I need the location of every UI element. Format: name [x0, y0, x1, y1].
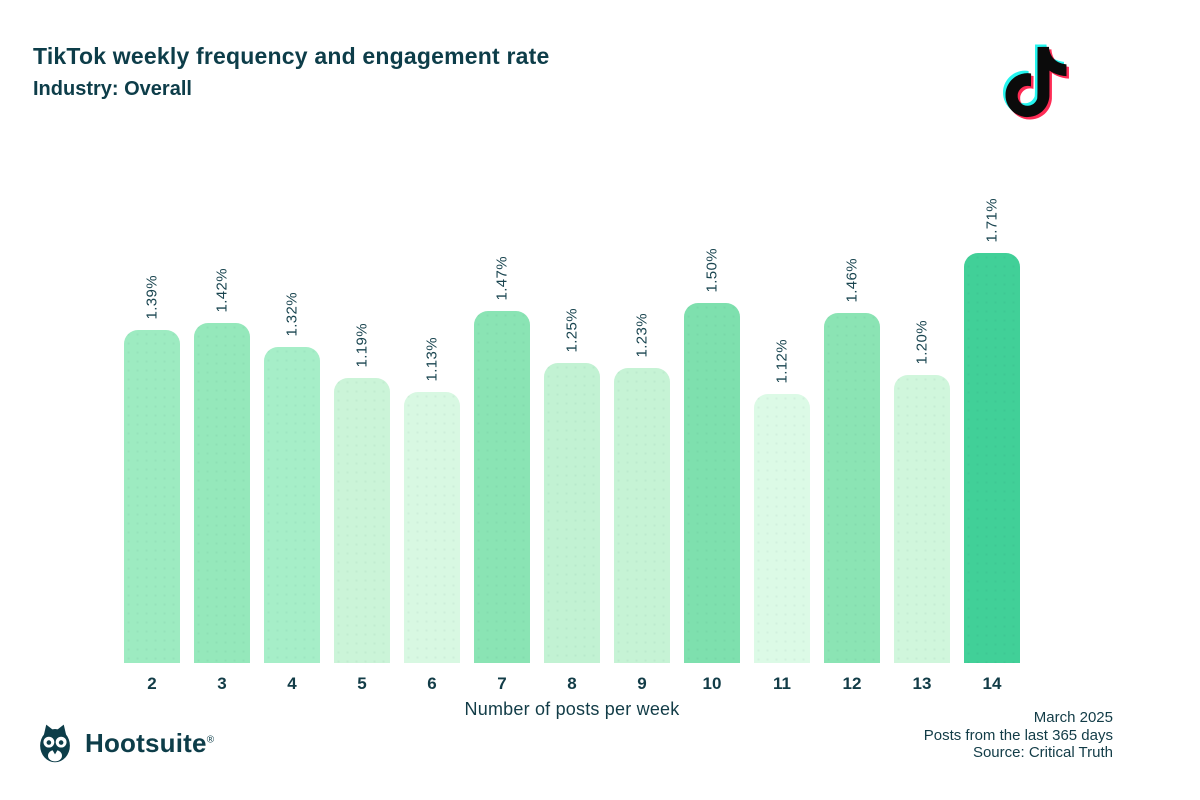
x-tick-label: 8: [567, 674, 577, 693]
source-credit: Source: Critical Truth: [972, 744, 1113, 761]
bar-value-label: 1.13%: [423, 337, 441, 382]
x-tick-label: 6: [427, 674, 437, 693]
hootsuite-wordmark: Hootsuite®: [85, 727, 215, 758]
bar-value-label: 1.46%: [843, 258, 861, 303]
page-subtitle: Industry: Overall: [33, 77, 192, 100]
header: TikTok weekly frequency and engagement r…: [33, 42, 549, 101]
bar-value-label: 1.50%: [703, 248, 721, 293]
bar-column: 1.23% 9: [614, 243, 670, 693]
bar: [474, 311, 530, 663]
bar-value-label: 1.20%: [913, 320, 931, 365]
bar-column: 1.39% 2: [124, 243, 180, 693]
bar: [964, 253, 1020, 663]
bar-value-label: 1.23%: [633, 313, 651, 358]
x-tick-label: 12: [842, 674, 862, 693]
x-tick-label: 13: [912, 674, 932, 693]
bar-column: 1.71% 14: [964, 198, 1020, 693]
hootsuite-owl-icon: [34, 722, 76, 764]
x-tick-label: 11: [773, 674, 791, 693]
bar-value-label: 1.12%: [773, 339, 791, 384]
bar-value-label: 1.47%: [493, 256, 511, 301]
bar-chart-plot-area: 1.39% 2 1.42% 3 1.32% 4 1.19% 5 1.13% 6 1.47% 7 1.25…: [124, 198, 1020, 693]
bar-column: 1.25% 8: [544, 243, 600, 693]
x-tick-label: 9: [637, 674, 647, 693]
x-tick-label: 5: [357, 674, 367, 693]
bar-value-label: 1.42%: [213, 268, 231, 313]
x-tick-label: 14: [982, 674, 1002, 693]
bar: [754, 394, 810, 663]
source-info: March 2025 Posts from the last 365 days …: [924, 709, 1113, 762]
source-range: Posts from the last 365 days: [923, 726, 1113, 744]
bar: [124, 330, 180, 663]
hootsuite-brand: Hootsuite®: [34, 722, 214, 764]
bar: [894, 375, 950, 663]
bar: [544, 363, 600, 663]
registered-mark: ®: [206, 733, 215, 745]
bar-column: 1.20% 13: [894, 243, 950, 693]
bar-value-label: 1.19%: [353, 323, 371, 368]
bar-value-label: 1.39%: [143, 275, 161, 320]
bar: [614, 368, 670, 663]
bar-column: 1.47% 7: [474, 243, 530, 693]
bar-value-label: 1.25%: [563, 308, 581, 353]
x-tick-label: 4: [287, 674, 297, 693]
tiktok-logo-icon: [998, 40, 1074, 124]
x-axis-title: Number of posts per week: [464, 699, 680, 719]
page-title: TikTok weekly frequency and engagement r…: [33, 43, 550, 69]
x-tick-label: 2: [147, 674, 157, 693]
bar: [264, 347, 320, 663]
bar-column: 1.42% 3: [194, 243, 250, 693]
source-date: March 2025: [1033, 709, 1113, 726]
x-tick-label: 10: [702, 674, 722, 693]
bar-column: 1.12% 11: [754, 243, 810, 693]
bar-value-label: 1.71%: [983, 198, 1001, 243]
bar-column: 1.32% 4: [264, 243, 320, 693]
bar-column: 1.19% 5: [334, 243, 390, 693]
bar: [194, 323, 250, 663]
bar-column: 1.50% 10: [684, 243, 740, 693]
bar-value-label: 1.32%: [283, 292, 301, 337]
bar: [824, 313, 880, 663]
x-tick-label: 7: [497, 674, 507, 693]
bar: [404, 392, 460, 663]
x-tick-label: 3: [217, 674, 227, 693]
bar: [684, 303, 740, 663]
bar-column: 1.13% 6: [404, 243, 460, 693]
bar: [334, 378, 390, 663]
bar-column: 1.46% 12: [824, 243, 880, 693]
